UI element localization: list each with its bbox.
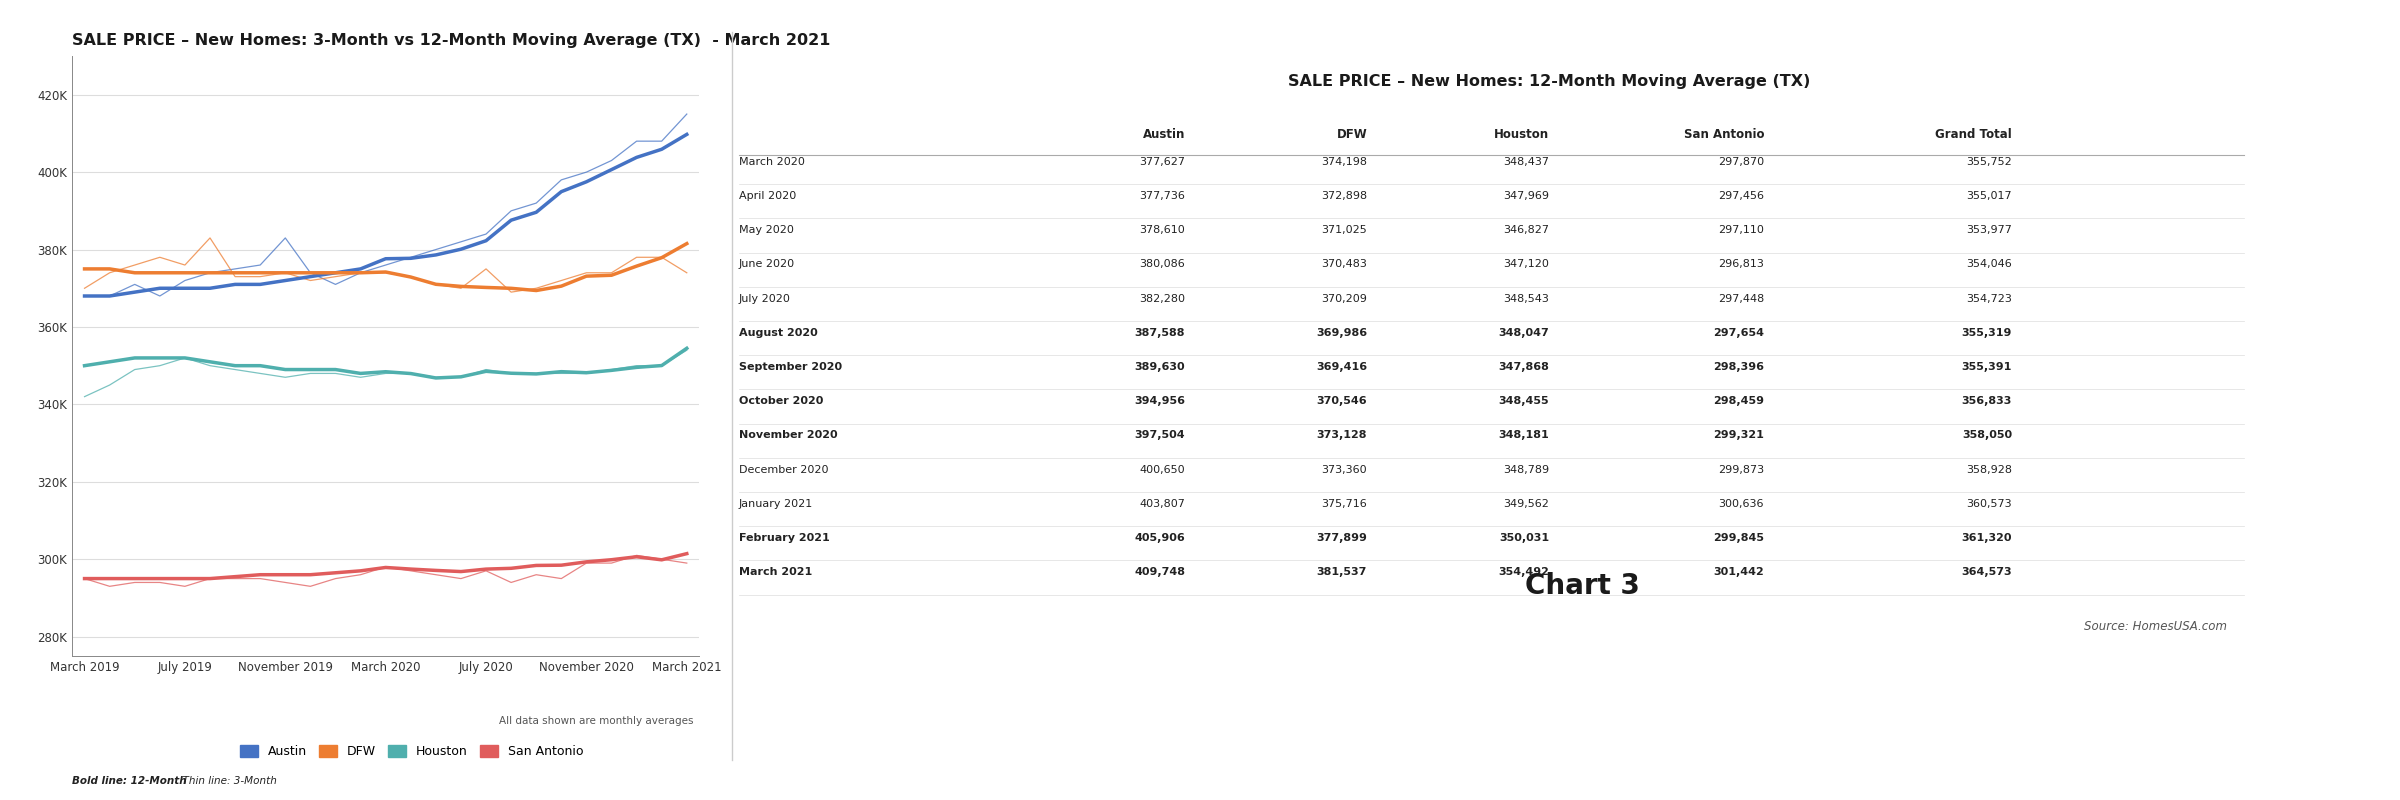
Text: 355,391: 355,391 bbox=[1961, 362, 2011, 372]
Text: 381,537: 381,537 bbox=[1318, 567, 1368, 578]
Text: November 2020: November 2020 bbox=[739, 430, 838, 440]
Text: 356,833: 356,833 bbox=[1961, 396, 2011, 406]
Text: 348,181: 348,181 bbox=[1498, 430, 1548, 440]
Text: 353,977: 353,977 bbox=[1966, 226, 2011, 235]
Text: 377,627: 377,627 bbox=[1140, 157, 1186, 166]
Text: 355,752: 355,752 bbox=[1966, 157, 2011, 166]
Text: 297,456: 297,456 bbox=[1718, 191, 1764, 201]
Text: 297,870: 297,870 bbox=[1718, 157, 1764, 166]
Text: 400,650: 400,650 bbox=[1140, 465, 1186, 474]
Text: December 2020: December 2020 bbox=[739, 465, 828, 474]
Text: 371,025: 371,025 bbox=[1322, 226, 1368, 235]
Text: 355,319: 355,319 bbox=[1961, 328, 2011, 338]
Text: 347,868: 347,868 bbox=[1498, 362, 1548, 372]
Text: 297,654: 297,654 bbox=[1714, 328, 1764, 338]
Text: 346,827: 346,827 bbox=[1502, 226, 1548, 235]
Text: Austin: Austin bbox=[1142, 128, 1186, 141]
Text: 301,442: 301,442 bbox=[1714, 567, 1764, 578]
Text: 375,716: 375,716 bbox=[1322, 499, 1368, 509]
Text: 370,546: 370,546 bbox=[1318, 396, 1368, 406]
Text: March 2020: March 2020 bbox=[739, 157, 804, 166]
Text: May 2020: May 2020 bbox=[739, 226, 794, 235]
Text: 297,448: 297,448 bbox=[1718, 294, 1764, 304]
Text: January 2021: January 2021 bbox=[739, 499, 814, 509]
Text: 347,120: 347,120 bbox=[1502, 259, 1548, 270]
Text: 348,437: 348,437 bbox=[1502, 157, 1548, 166]
Text: March 2021: March 2021 bbox=[739, 567, 811, 578]
Text: 350,031: 350,031 bbox=[1500, 533, 1548, 543]
Text: 409,748: 409,748 bbox=[1135, 567, 1186, 578]
Text: 361,320: 361,320 bbox=[1961, 533, 2011, 543]
Text: October 2020: October 2020 bbox=[739, 396, 823, 406]
Text: 348,789: 348,789 bbox=[1502, 465, 1548, 474]
Text: 377,899: 377,899 bbox=[1315, 533, 1368, 543]
Text: 298,459: 298,459 bbox=[1714, 396, 1764, 406]
Text: 370,483: 370,483 bbox=[1322, 259, 1368, 270]
Text: 358,928: 358,928 bbox=[1966, 465, 2011, 474]
Text: Bold line: 12-Month: Bold line: 12-Month bbox=[72, 776, 187, 786]
Text: 378,610: 378,610 bbox=[1140, 226, 1186, 235]
Text: 354,723: 354,723 bbox=[1966, 294, 2011, 304]
Text: 370,209: 370,209 bbox=[1322, 294, 1368, 304]
Text: 296,813: 296,813 bbox=[1718, 259, 1764, 270]
Text: April 2020: April 2020 bbox=[739, 191, 797, 201]
Text: 364,573: 364,573 bbox=[1961, 567, 2011, 578]
Text: 349,562: 349,562 bbox=[1502, 499, 1548, 509]
Text: 373,128: 373,128 bbox=[1318, 430, 1368, 440]
Text: Thin line: 3-Month: Thin line: 3-Month bbox=[175, 776, 276, 786]
Text: June 2020: June 2020 bbox=[739, 259, 794, 270]
Text: September 2020: September 2020 bbox=[739, 362, 842, 372]
Text: 372,898: 372,898 bbox=[1320, 191, 1368, 201]
Text: 397,504: 397,504 bbox=[1135, 430, 1186, 440]
Text: 299,845: 299,845 bbox=[1714, 533, 1764, 543]
Text: 355,017: 355,017 bbox=[1966, 191, 2011, 201]
Text: 382,280: 382,280 bbox=[1140, 294, 1186, 304]
Text: 300,636: 300,636 bbox=[1718, 499, 1764, 509]
Text: 299,321: 299,321 bbox=[1714, 430, 1764, 440]
Text: 374,198: 374,198 bbox=[1320, 157, 1368, 166]
Legend: Austin, DFW, Houston, San Antonio: Austin, DFW, Houston, San Antonio bbox=[235, 740, 588, 763]
Text: Source: HomesUSA.com: Source: HomesUSA.com bbox=[2083, 620, 2227, 633]
Text: 360,573: 360,573 bbox=[1966, 499, 2011, 509]
Text: 369,986: 369,986 bbox=[1315, 328, 1368, 338]
Text: DFW: DFW bbox=[1337, 128, 1368, 141]
Text: Grand Total: Grand Total bbox=[1934, 128, 2011, 141]
Text: 354,492: 354,492 bbox=[1498, 567, 1548, 578]
Text: 403,807: 403,807 bbox=[1140, 499, 1186, 509]
Text: Chart 3: Chart 3 bbox=[1524, 572, 1639, 600]
Text: 354,046: 354,046 bbox=[1966, 259, 2011, 270]
Text: SALE PRICE – New Homes: 3-Month vs 12-Month Moving Average (TX)  - March 2021: SALE PRICE – New Homes: 3-Month vs 12-Mo… bbox=[72, 33, 830, 48]
Text: 297,110: 297,110 bbox=[1718, 226, 1764, 235]
Text: 394,956: 394,956 bbox=[1135, 396, 1186, 406]
Text: 373,360: 373,360 bbox=[1322, 465, 1368, 474]
Text: 405,906: 405,906 bbox=[1135, 533, 1186, 543]
Text: February 2021: February 2021 bbox=[739, 533, 830, 543]
Text: 298,396: 298,396 bbox=[1714, 362, 1764, 372]
Text: July 2020: July 2020 bbox=[739, 294, 790, 304]
Text: 347,969: 347,969 bbox=[1502, 191, 1548, 201]
Text: 380,086: 380,086 bbox=[1140, 259, 1186, 270]
Text: 299,873: 299,873 bbox=[1718, 465, 1764, 474]
Text: 377,736: 377,736 bbox=[1140, 191, 1186, 201]
Text: San Antonio: San Antonio bbox=[1682, 128, 1764, 141]
Text: SALE PRICE – New Homes: 12-Month Moving Average (TX): SALE PRICE – New Homes: 12-Month Moving … bbox=[1289, 74, 1810, 89]
Text: 389,630: 389,630 bbox=[1135, 362, 1186, 372]
Text: 369,416: 369,416 bbox=[1315, 362, 1368, 372]
Text: Houston: Houston bbox=[1493, 128, 1548, 141]
Text: 348,543: 348,543 bbox=[1502, 294, 1548, 304]
Text: August 2020: August 2020 bbox=[739, 328, 818, 338]
Text: 358,050: 358,050 bbox=[1963, 430, 2011, 440]
Text: 348,047: 348,047 bbox=[1498, 328, 1548, 338]
Text: 387,588: 387,588 bbox=[1135, 328, 1186, 338]
Text: 348,455: 348,455 bbox=[1498, 396, 1548, 406]
Text: All data shown are monthly averages: All data shown are monthly averages bbox=[499, 716, 694, 726]
